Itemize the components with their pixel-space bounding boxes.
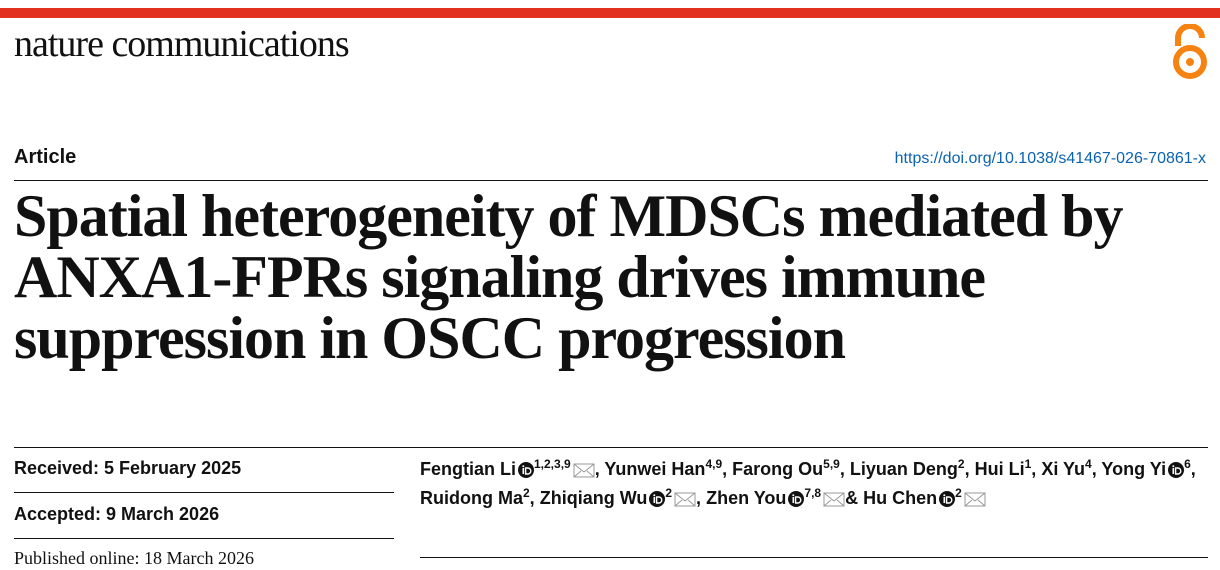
doi-link[interactable]: https://doi.org/10.1038/s41467-026-70861…	[894, 150, 1206, 167]
published-date: Published online: 18 March 2026	[14, 548, 254, 568]
rule	[420, 557, 1208, 558]
author: Zhen You 7,8 &	[706, 486, 859, 508]
author: Ruidong Ma2,	[420, 486, 535, 508]
separator: ,	[529, 488, 535, 508]
email-icon[interactable]	[823, 491, 845, 507]
author-name[interactable]: Xi Yu	[1041, 459, 1086, 479]
author: Farong Ou5,9,	[732, 457, 845, 479]
author-name[interactable]: Farong Ou	[732, 459, 824, 479]
orcid-icon[interactable]	[649, 491, 666, 507]
author-name[interactable]: Zhen You	[706, 488, 787, 508]
separator: ,	[722, 459, 728, 479]
author: Xi Yu4,	[1041, 457, 1097, 479]
affiliation: 5,9	[823, 457, 840, 471]
affiliation: 2	[665, 486, 673, 500]
open-access-icon	[1173, 24, 1207, 79]
separator: &	[845, 488, 859, 508]
title: Spatial heterogeneity of MDSCs mediated …	[14, 186, 1123, 369]
separator: ,	[964, 459, 970, 479]
affiliation: 1,2,3,9	[534, 457, 571, 471]
author: Yong Yi 6,	[1101, 457, 1196, 479]
separator: ,	[696, 488, 702, 508]
separator: ,	[839, 459, 845, 479]
rule	[14, 538, 394, 539]
separator: ,	[1190, 459, 1196, 479]
orcid-icon[interactable]	[939, 491, 956, 507]
separator: ,	[594, 459, 600, 479]
email-icon[interactable]	[964, 491, 986, 507]
affiliation: 2	[522, 486, 530, 500]
author: Liyuan Deng2,	[849, 457, 970, 479]
affiliation: 6	[1184, 457, 1191, 471]
top-bar	[0, 8, 1220, 18]
author: Yunwei Han4,9,	[604, 457, 728, 479]
separator: ,	[1091, 459, 1097, 479]
author-name[interactable]: Fengtian Li	[420, 459, 516, 479]
author-name[interactable]: Hu Chen	[863, 488, 938, 508]
rule	[14, 492, 394, 493]
separator: ,	[1031, 459, 1037, 479]
affiliation: 1	[1024, 457, 1032, 471]
rule	[14, 180, 1208, 181]
affiliation: 2	[957, 457, 965, 471]
affiliation: 4	[1085, 457, 1092, 471]
author-name[interactable]: Zhiqiang Wu	[539, 488, 648, 508]
author-name[interactable]: Hui Li	[974, 459, 1025, 479]
affiliation: 2	[955, 486, 962, 500]
orcid-icon[interactable]	[518, 462, 534, 478]
author-name[interactable]: Liyuan Deng	[849, 459, 958, 479]
author-list: Fengtian Li 1,2,3,9, Yunwei Han4,9, Faron…	[420, 455, 1215, 513]
author-name[interactable]: Yunwei Han	[604, 459, 706, 479]
journal-name: nature communications	[14, 23, 350, 65]
author: Hu Chen 2	[863, 486, 986, 508]
author: Zhiqiang Wu 2,	[539, 486, 702, 508]
orcid-icon[interactable]	[1168, 462, 1185, 478]
affiliation: 4,9	[705, 457, 723, 471]
title-line: suppression in OSCC progression	[14, 305, 846, 371]
article-type: Article	[14, 146, 77, 168]
author-name[interactable]: Ruidong Ma	[420, 488, 523, 508]
author-name[interactable]: Yong Yi	[1101, 459, 1167, 479]
title-line: Spatial heterogeneity of MDSCs mediated …	[14, 183, 1123, 249]
title-line: ANXA1-FPRs signaling drives immune	[14, 244, 986, 310]
email-icon[interactable]	[674, 491, 696, 507]
author: Fengtian Li 1,2,3,9,	[420, 457, 600, 479]
received-date: Received: 5 February 2025	[14, 458, 242, 478]
email-icon[interactable]	[573, 462, 595, 478]
affiliation: 7,8	[804, 486, 822, 500]
accepted-date: Accepted: 9 March 2026	[14, 504, 220, 524]
orcid-icon[interactable]	[788, 491, 805, 507]
rule	[14, 447, 1208, 448]
author: Hui Li1,	[974, 457, 1037, 479]
